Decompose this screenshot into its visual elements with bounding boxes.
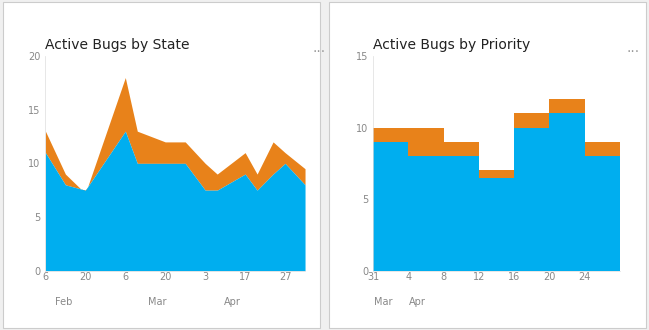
Text: Mar: Mar	[374, 297, 392, 307]
Text: Apr: Apr	[409, 297, 426, 307]
Text: Active Bugs by Priority: Active Bugs by Priority	[373, 38, 530, 52]
Text: ···: ···	[626, 45, 639, 59]
Text: ···: ···	[313, 45, 326, 59]
Text: Feb: Feb	[55, 297, 72, 307]
Text: Mar: Mar	[148, 297, 166, 307]
Text: Active Bugs by State: Active Bugs by State	[45, 38, 190, 52]
Text: Apr: Apr	[224, 297, 241, 307]
